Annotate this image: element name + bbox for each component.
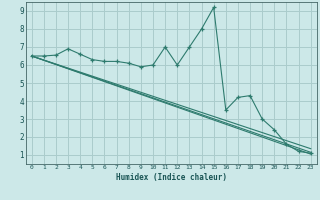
X-axis label: Humidex (Indice chaleur): Humidex (Indice chaleur) <box>116 173 227 182</box>
